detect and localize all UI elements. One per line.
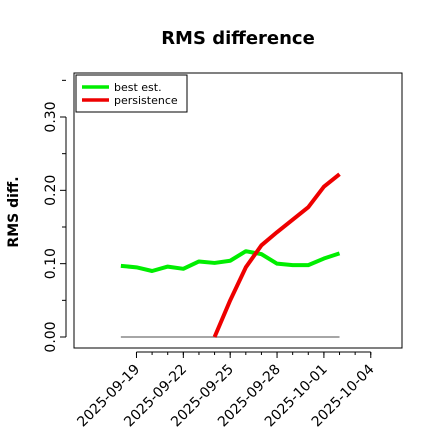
series-lines [120,172,341,338]
series-line-best-est [120,249,341,273]
series-line-persistence [212,172,341,338]
y-axis-label: RMS diff. [6,176,22,247]
legend-label-best-est: best est. [114,81,162,94]
y-tick-label: 0.20 [43,175,59,206]
y-axis: 0.00 0.10 0.20 0.30 [43,79,67,353]
legend-box [75,74,188,113]
y-tick-label: 0.00 [43,321,59,352]
legend-label-persistence: persistence [114,94,178,107]
x-axis: 2025-09-192025-09-222025-09-252025-09-28… [74,351,378,430]
chart-title: RMS difference [161,28,315,49]
y-tick-label: 0.10 [43,248,59,279]
y-tick-label: 0.30 [43,101,59,132]
legend: best est. persistence [75,74,188,113]
plot-frame [73,72,403,349]
